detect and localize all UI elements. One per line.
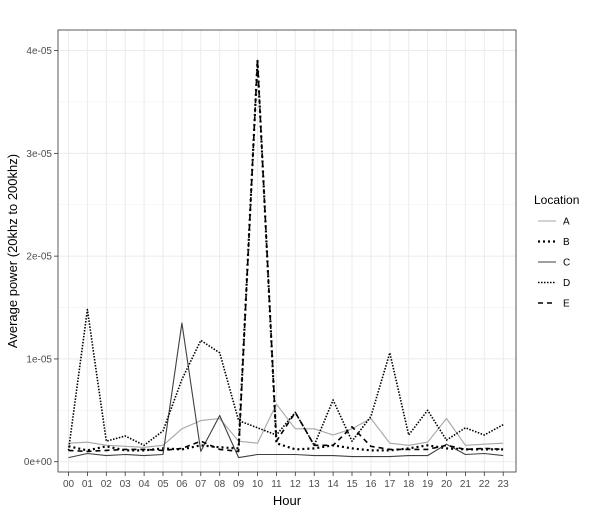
series-line-e [68, 59, 504, 453]
series-line-a [68, 403, 504, 448]
panel-border [57, 29, 517, 473]
series-line-d [67, 308, 504, 451]
x-tick-label: 13 [309, 479, 321, 490]
x-tick-label: 06 [176, 479, 188, 490]
x-tick-label: 20 [441, 479, 453, 490]
x-axis: 00 01 02 03 04 05 06 07 08 09 10 11 12 13 14 15 16 17 18 19… [63, 472, 509, 490]
x-tick-label: 16 [365, 479, 377, 490]
x-tick-label: 14 [328, 479, 340, 490]
y-tick-label: 3e-05 [26, 149, 52, 160]
x-tick-label: 04 [139, 479, 151, 490]
x-tick-label: 23 [498, 479, 510, 490]
y-tick-label: 0e+00 [24, 457, 53, 468]
legend-label-e: E [563, 299, 570, 310]
x-tick-label: 08 [214, 479, 226, 490]
legend-label-a: A [563, 217, 570, 228]
series-lines [67, 59, 504, 459]
x-tick-label: 00 [63, 479, 75, 490]
x-tick-label: 17 [384, 479, 396, 490]
x-tick-label: 01 [82, 479, 94, 490]
y-tick-label: 4e-05 [26, 46, 52, 57]
legend-title: Location [534, 193, 579, 207]
x-tick-label: 10 [252, 479, 264, 490]
x-tick-label: 12 [290, 479, 302, 490]
y-axis-title: Average power (20khz to 200khz) [5, 154, 20, 348]
x-tick-label: 09 [233, 479, 245, 490]
x-tick-label: 02 [101, 479, 113, 490]
legend-label-d: D [563, 278, 570, 289]
x-tick-label: 19 [422, 479, 434, 490]
x-tick-label: 22 [479, 479, 491, 490]
y-axis: 0e+00 1e-05 2e-05 3e-05 4e-05 [24, 46, 58, 468]
x-tick-label: 21 [460, 479, 472, 490]
x-tick-label: 03 [120, 479, 132, 490]
x-tick-label: 05 [157, 479, 169, 490]
x-tick-label: 15 [346, 479, 358, 490]
x-axis-title: Hour [273, 493, 302, 508]
grid [58, 30, 516, 472]
x-tick-label: 07 [195, 479, 207, 490]
y-tick-label: 1e-05 [26, 354, 52, 365]
legend-label-c: C [563, 258, 570, 269]
y-tick-label: 2e-05 [26, 252, 52, 263]
legend-label-b: B [563, 237, 570, 248]
x-tick-label: 11 [271, 479, 282, 490]
series-line-c [68, 322, 504, 459]
x-tick-label: 18 [403, 479, 415, 490]
